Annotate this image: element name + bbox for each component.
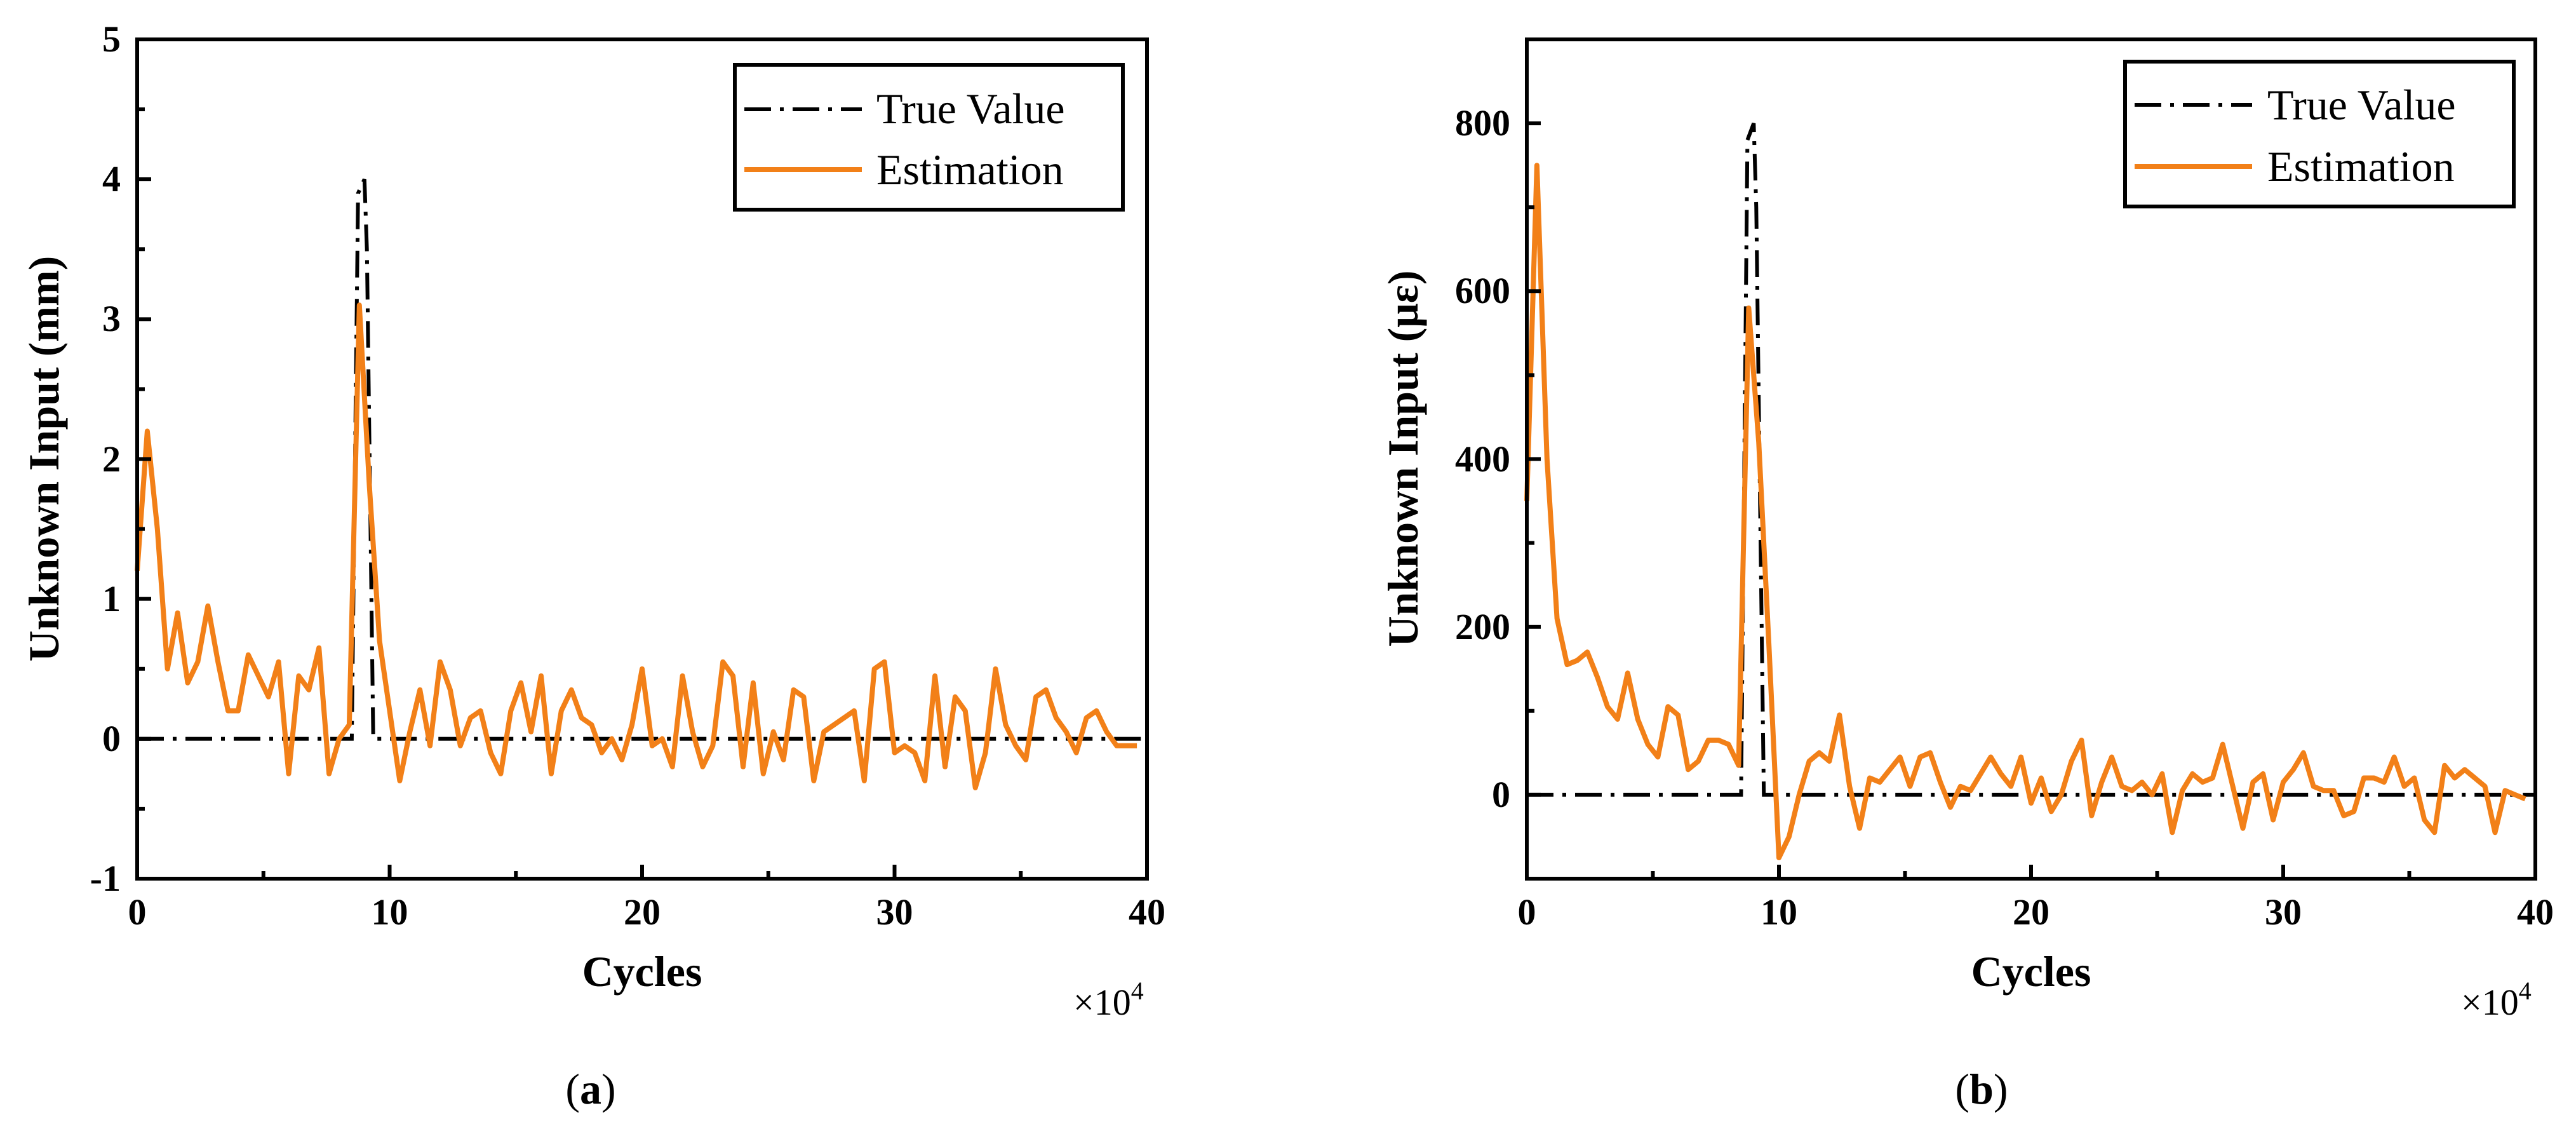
chart-b: 0 10 20 30 40 0 200 400 600 800 Cycles U… bbox=[1379, 37, 2554, 1113]
chart-a-ytick-label: 1 bbox=[102, 578, 121, 619]
chart-a-ytick-label: -1 bbox=[90, 858, 121, 899]
chart-a-x-multiplier: ×104 bbox=[1073, 977, 1144, 1023]
chart-b-ytick-label: 800 bbox=[1455, 102, 1510, 144]
chart-a-estimation-line bbox=[135, 302, 1137, 790]
chart-b-x-multiplier-exponent: 4 bbox=[2519, 977, 2532, 1005]
chart-b-y-axis-title: Unknown Input (με) bbox=[1379, 271, 1427, 647]
chart-a-caption-letter: a bbox=[580, 1065, 601, 1113]
chart-a-true-value-line bbox=[137, 178, 1147, 741]
chart-b-xtick-label: 20 bbox=[2013, 891, 2049, 933]
chart-b-caption: (b) bbox=[1955, 1065, 2008, 1113]
chart-a-xtick-label: 10 bbox=[372, 891, 408, 933]
chart-a-ytick-label: 0 bbox=[102, 718, 121, 759]
chart-b-tick-marks bbox=[1525, 121, 2537, 879]
chart-a-x-multiplier-base: ×10 bbox=[1073, 982, 1131, 1023]
chart-b-x-axis-title: Cycles bbox=[1971, 947, 2091, 996]
chart-b-plot-area bbox=[1524, 123, 2535, 860]
chart-b-ytick-label: 0 bbox=[1492, 774, 1510, 815]
chart-b-y-axis: 0 200 400 600 800 bbox=[1455, 102, 1510, 815]
chart-a-xtick-label: 30 bbox=[876, 891, 913, 933]
chart-a-caption: (a) bbox=[565, 1065, 615, 1113]
chart-a-plot-area bbox=[135, 178, 1147, 790]
chart-b-legend-label-true-value: True Value bbox=[2267, 81, 2456, 129]
chart-a-ytick-label: 3 bbox=[102, 298, 121, 339]
chart-b-x-axis: 0 10 20 30 40 bbox=[1518, 891, 2554, 933]
chart-b-xtick-label: 10 bbox=[1761, 891, 1797, 933]
chart-b-xtick-label: 30 bbox=[2265, 891, 2302, 933]
chart-b-x-multiplier-base: ×10 bbox=[2461, 982, 2519, 1023]
chart-a-xtick-label: 40 bbox=[1129, 891, 1165, 933]
chart-a-x-multiplier-exponent: 4 bbox=[1131, 977, 1144, 1005]
chart-b-legend-label-estimation: Estimation bbox=[2267, 142, 2455, 191]
chart-b-legend-box bbox=[2123, 60, 2516, 208]
chart-a-y-axis: -1 0 1 2 3 4 5 bbox=[90, 18, 121, 899]
chart-a-xtick-label: 20 bbox=[624, 891, 661, 933]
chart-b-true-value-line bbox=[1527, 123, 2535, 797]
chart-a-xtick-label: 0 bbox=[128, 891, 147, 933]
chart-b-ytick-label: 400 bbox=[1455, 438, 1510, 480]
chart-a-legend-label-estimation: Estimation bbox=[876, 145, 1064, 194]
chart-b-xtick-label: 0 bbox=[1518, 891, 1536, 933]
chart-b-caption-letter: b bbox=[1969, 1065, 1994, 1113]
chart-a-legend: True Value Estimation bbox=[733, 63, 1125, 212]
chart-a-legend-box bbox=[733, 63, 1125, 212]
chart-b-xtick-label: 40 bbox=[2517, 891, 2554, 933]
chart-b-estimation-line bbox=[1524, 163, 2526, 860]
chart-b-ytick-label: 200 bbox=[1455, 606, 1510, 647]
chart-a-x-axis: 0 10 20 30 40 bbox=[128, 891, 1166, 933]
chart-b-ytick-label: 600 bbox=[1455, 270, 1510, 311]
chart-a-legend-label-true-value: True Value bbox=[876, 85, 1065, 133]
chart-a-marks bbox=[135, 178, 1147, 790]
chart-b-legend: True Value Estimation bbox=[2123, 60, 2516, 208]
chart-a-x-axis-title: Cycles bbox=[582, 947, 702, 996]
chart-a-tick-marks bbox=[135, 37, 1149, 881]
chart-a-y-axis-title: Unknown Input (mm) bbox=[20, 256, 68, 662]
chart-a-ytick-label: 2 bbox=[102, 438, 121, 480]
chart-b-x-multiplier: ×104 bbox=[2461, 977, 2532, 1023]
chart-a-ytick-label: 5 bbox=[102, 18, 121, 60]
chart-b-marks bbox=[1524, 123, 2535, 860]
chart-a: 0 10 20 30 40 -1 0 1 2 3 4 5 Cycles Unkn… bbox=[20, 18, 1165, 1113]
chart-a-ytick-label: 4 bbox=[102, 158, 121, 199]
